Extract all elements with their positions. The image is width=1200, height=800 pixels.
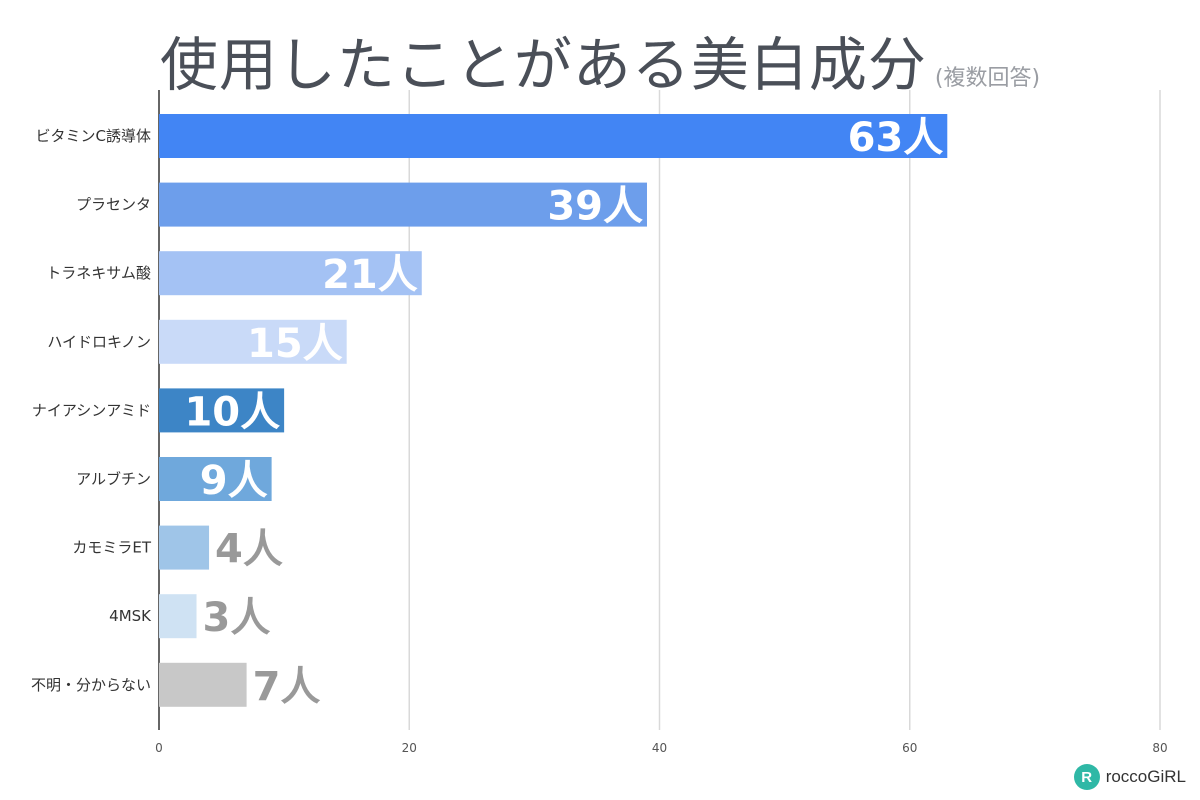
bar: [159, 114, 948, 158]
chart-subtitle: (複数回答): [934, 66, 1041, 91]
data-label: 4人: [215, 527, 283, 573]
bar: [159, 525, 210, 570]
category-label: ハイドロキノン: [47, 333, 151, 351]
bar: [159, 319, 347, 364]
bar: [159, 388, 285, 433]
x-tick-label: 80: [1152, 741, 1167, 755]
category-label: アルブチン: [76, 470, 151, 488]
chart-title-block: 使用したことがある美白成分 (複数回答): [0, 18, 1200, 102]
bar: [159, 594, 197, 639]
x-tick-label: 40: [652, 741, 667, 755]
x-tick-label: 20: [402, 741, 417, 755]
data-label: 21人: [322, 252, 418, 298]
data-label: 39人: [547, 184, 643, 230]
data-label: 15人: [247, 321, 343, 367]
category-label: ナイアシンアミド: [32, 401, 151, 419]
chart-title: 使用したことがある美白成分: [159, 31, 927, 99]
x-tick-label: 60: [902, 741, 917, 755]
data-label: 9人: [200, 458, 268, 504]
data-label: 10人: [184, 389, 280, 435]
category-label: 4MSK: [109, 607, 152, 625]
brand-logo: R roccoGiRL: [1073, 764, 1186, 790]
category-label: カモミラET: [72, 539, 151, 557]
brand-logo-text: roccoGiRL: [1105, 767, 1186, 786]
bar: [159, 457, 272, 501]
bar: [159, 662, 247, 707]
bar: [159, 182, 647, 227]
data-label: 3人: [203, 595, 271, 641]
x-tick-label: 0: [155, 741, 163, 755]
category-label: プラセンタ: [76, 196, 151, 214]
data-label: 63人: [848, 115, 944, 161]
data-label: 7人: [253, 664, 321, 710]
category-label: トラネキサム酸: [46, 264, 151, 282]
category-label: 不明・分からない: [31, 676, 151, 694]
bar: [159, 251, 422, 296]
brand-logo-icon: R: [1073, 764, 1100, 790]
category-label: ビタミンC誘導体: [36, 127, 151, 145]
